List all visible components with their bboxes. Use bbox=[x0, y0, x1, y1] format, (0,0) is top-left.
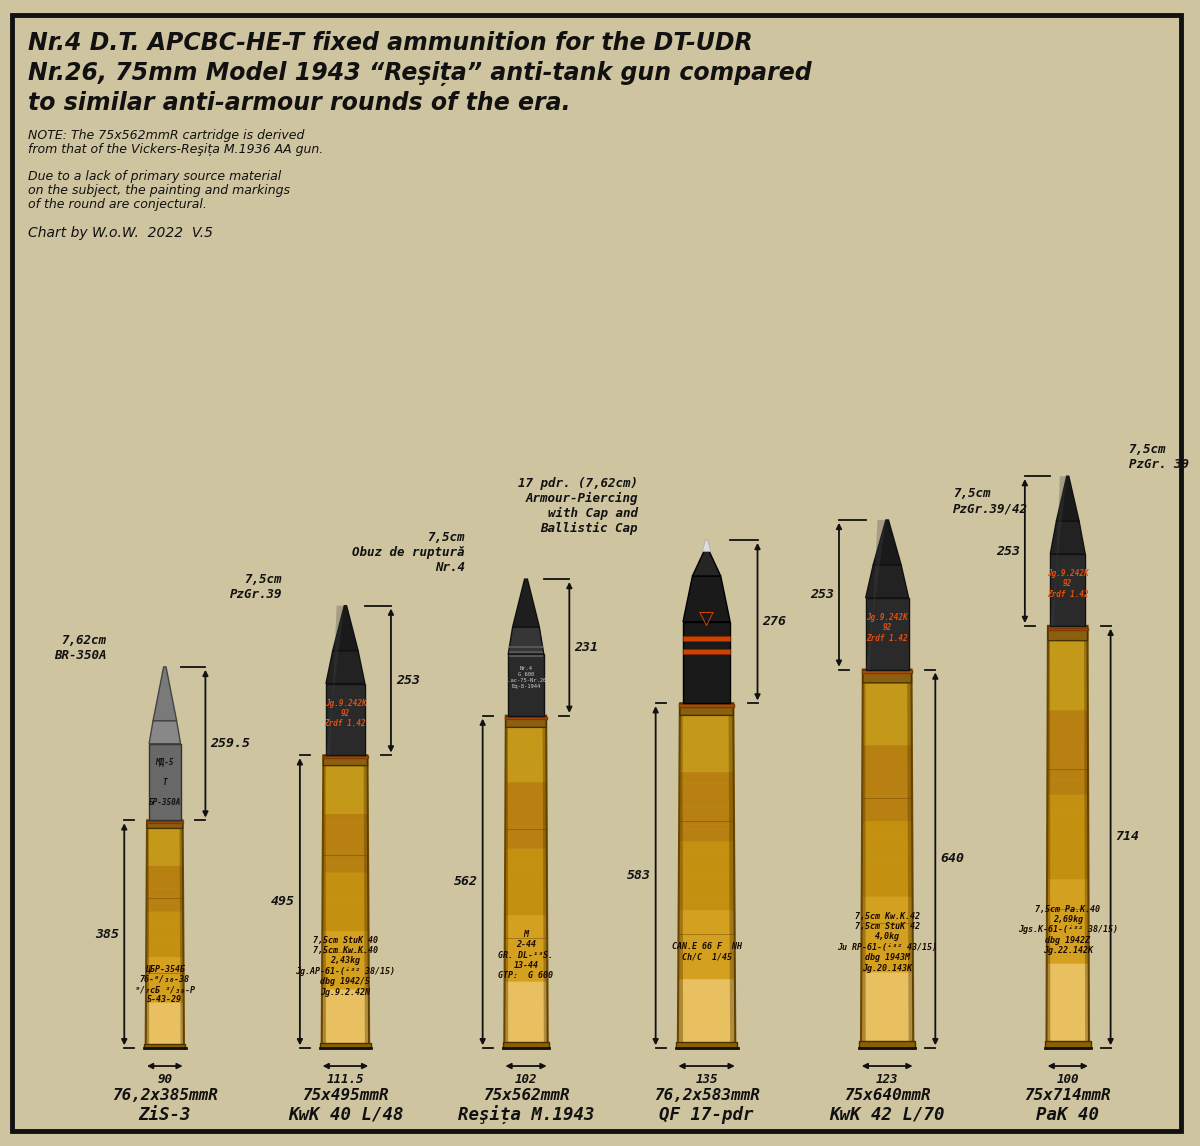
Polygon shape bbox=[505, 782, 546, 793]
Polygon shape bbox=[862, 896, 913, 909]
Polygon shape bbox=[505, 815, 547, 826]
Polygon shape bbox=[679, 737, 733, 749]
Polygon shape bbox=[874, 520, 901, 565]
Polygon shape bbox=[1046, 963, 1088, 978]
Polygon shape bbox=[863, 720, 912, 732]
Text: Jg.9.242K
92
Zrdf 1.42: Jg.9.242K 92 Zrdf 1.42 bbox=[325, 699, 366, 729]
Text: KwK 42 L/70: KwK 42 L/70 bbox=[829, 1106, 944, 1124]
Polygon shape bbox=[323, 833, 368, 843]
Polygon shape bbox=[862, 1010, 913, 1023]
Polygon shape bbox=[679, 864, 734, 876]
Polygon shape bbox=[322, 1019, 370, 1029]
Text: 385: 385 bbox=[95, 928, 119, 941]
Polygon shape bbox=[504, 1037, 547, 1049]
Polygon shape bbox=[323, 775, 367, 785]
Polygon shape bbox=[862, 795, 912, 808]
Polygon shape bbox=[146, 964, 184, 972]
Polygon shape bbox=[323, 881, 368, 892]
Polygon shape bbox=[323, 764, 367, 775]
Polygon shape bbox=[863, 732, 912, 745]
Text: 75x640mmR: 75x640mmR bbox=[844, 1088, 930, 1102]
Polygon shape bbox=[323, 842, 368, 853]
Text: 276: 276 bbox=[762, 615, 786, 628]
Text: 562: 562 bbox=[454, 876, 478, 888]
Polygon shape bbox=[678, 1036, 736, 1049]
Polygon shape bbox=[505, 837, 547, 849]
Polygon shape bbox=[865, 598, 908, 669]
Polygon shape bbox=[1046, 978, 1088, 991]
Polygon shape bbox=[862, 808, 912, 821]
Polygon shape bbox=[326, 651, 365, 683]
Polygon shape bbox=[323, 755, 368, 759]
Polygon shape bbox=[1048, 864, 1088, 879]
Polygon shape bbox=[863, 707, 912, 720]
Polygon shape bbox=[504, 716, 508, 1049]
Polygon shape bbox=[862, 846, 912, 858]
Polygon shape bbox=[680, 704, 733, 715]
Polygon shape bbox=[323, 755, 367, 766]
Polygon shape bbox=[505, 926, 547, 937]
Polygon shape bbox=[146, 934, 184, 942]
Polygon shape bbox=[865, 565, 908, 598]
Text: Nr.4
G 600
T.ac-75-Nr.26
Eq-8-1944: Nr.4 G 600 T.ac-75-Nr.26 Eq-8-1944 bbox=[505, 666, 547, 689]
Text: 75x495mmR: 75x495mmR bbox=[302, 1088, 389, 1102]
Polygon shape bbox=[505, 737, 546, 749]
Text: Jg.9.242K
92
Zrdf 1.42: Jg.9.242K 92 Zrdf 1.42 bbox=[1046, 570, 1088, 599]
Polygon shape bbox=[146, 819, 182, 829]
Polygon shape bbox=[1048, 724, 1088, 738]
Polygon shape bbox=[678, 967, 734, 979]
Polygon shape bbox=[862, 997, 913, 1011]
Polygon shape bbox=[323, 941, 368, 950]
Polygon shape bbox=[679, 830, 734, 841]
Polygon shape bbox=[679, 898, 734, 910]
Polygon shape bbox=[679, 807, 734, 818]
Polygon shape bbox=[676, 1042, 737, 1049]
Polygon shape bbox=[505, 760, 546, 771]
Text: 75x562mmR: 75x562mmR bbox=[482, 1088, 569, 1102]
Polygon shape bbox=[322, 1008, 368, 1019]
Polygon shape bbox=[683, 622, 730, 704]
Polygon shape bbox=[146, 911, 184, 919]
Polygon shape bbox=[678, 990, 736, 1002]
Polygon shape bbox=[1048, 752, 1088, 767]
Text: Chart by W.o.W.  2022  V.5: Chart by W.o.W. 2022 V.5 bbox=[28, 226, 212, 241]
Text: 640: 640 bbox=[941, 853, 965, 865]
Polygon shape bbox=[678, 910, 734, 921]
Polygon shape bbox=[862, 972, 913, 986]
Polygon shape bbox=[1046, 921, 1088, 935]
Text: Nr.4 D.T. APCBC-HE-T fixed ammunition for the DT-UDR: Nr.4 D.T. APCBC-HE-T fixed ammunition fo… bbox=[28, 31, 752, 55]
Polygon shape bbox=[1048, 794, 1088, 809]
Polygon shape bbox=[678, 933, 734, 944]
Text: KwK 40 L/48: KwK 40 L/48 bbox=[288, 1106, 403, 1124]
Polygon shape bbox=[863, 694, 912, 707]
Polygon shape bbox=[323, 872, 368, 882]
Polygon shape bbox=[862, 984, 913, 998]
Polygon shape bbox=[1048, 850, 1088, 865]
Polygon shape bbox=[679, 760, 733, 772]
Polygon shape bbox=[146, 995, 184, 1003]
Polygon shape bbox=[863, 758, 912, 770]
Text: 7,5cm Pa.K.40
2,69kg
Jgs.K-61-(ⁱ³² 38/15)
dbg 1942Z
Jg.22.142K: 7,5cm Pa.K.40 2,69kg Jgs.K-61-(ⁱ³² 38/15… bbox=[1018, 904, 1117, 956]
Polygon shape bbox=[322, 989, 368, 999]
Polygon shape bbox=[505, 915, 547, 926]
Text: 7,5cm StuK 40
7,5cm Kw.K.40
2,43kg
Jg.AP-61-(ⁱ³² 38/15)
dbg 1942/5
Jg.9.2.42N: 7,5cm StuK 40 7,5cm Kw.K.40 2,43kg Jg.AP… bbox=[295, 935, 396, 997]
Polygon shape bbox=[505, 959, 547, 971]
Polygon shape bbox=[1050, 554, 1085, 626]
Polygon shape bbox=[146, 880, 184, 889]
Polygon shape bbox=[862, 947, 913, 960]
Polygon shape bbox=[1050, 521, 1085, 554]
Polygon shape bbox=[692, 548, 721, 576]
Polygon shape bbox=[679, 841, 734, 853]
Polygon shape bbox=[862, 959, 913, 973]
Polygon shape bbox=[323, 911, 368, 921]
Text: Due to a lack of primary source material: Due to a lack of primary source material bbox=[28, 171, 281, 183]
Text: 259.5: 259.5 bbox=[210, 737, 251, 751]
Polygon shape bbox=[323, 814, 368, 824]
Polygon shape bbox=[1048, 837, 1088, 851]
Polygon shape bbox=[322, 755, 326, 1049]
Polygon shape bbox=[144, 1044, 185, 1049]
Polygon shape bbox=[862, 1022, 913, 1036]
Polygon shape bbox=[683, 576, 730, 622]
Text: 7,5cm
Obuz de ruptură
Nr.4: 7,5cm Obuz de ruptură Nr.4 bbox=[353, 531, 464, 574]
Polygon shape bbox=[678, 1002, 736, 1014]
